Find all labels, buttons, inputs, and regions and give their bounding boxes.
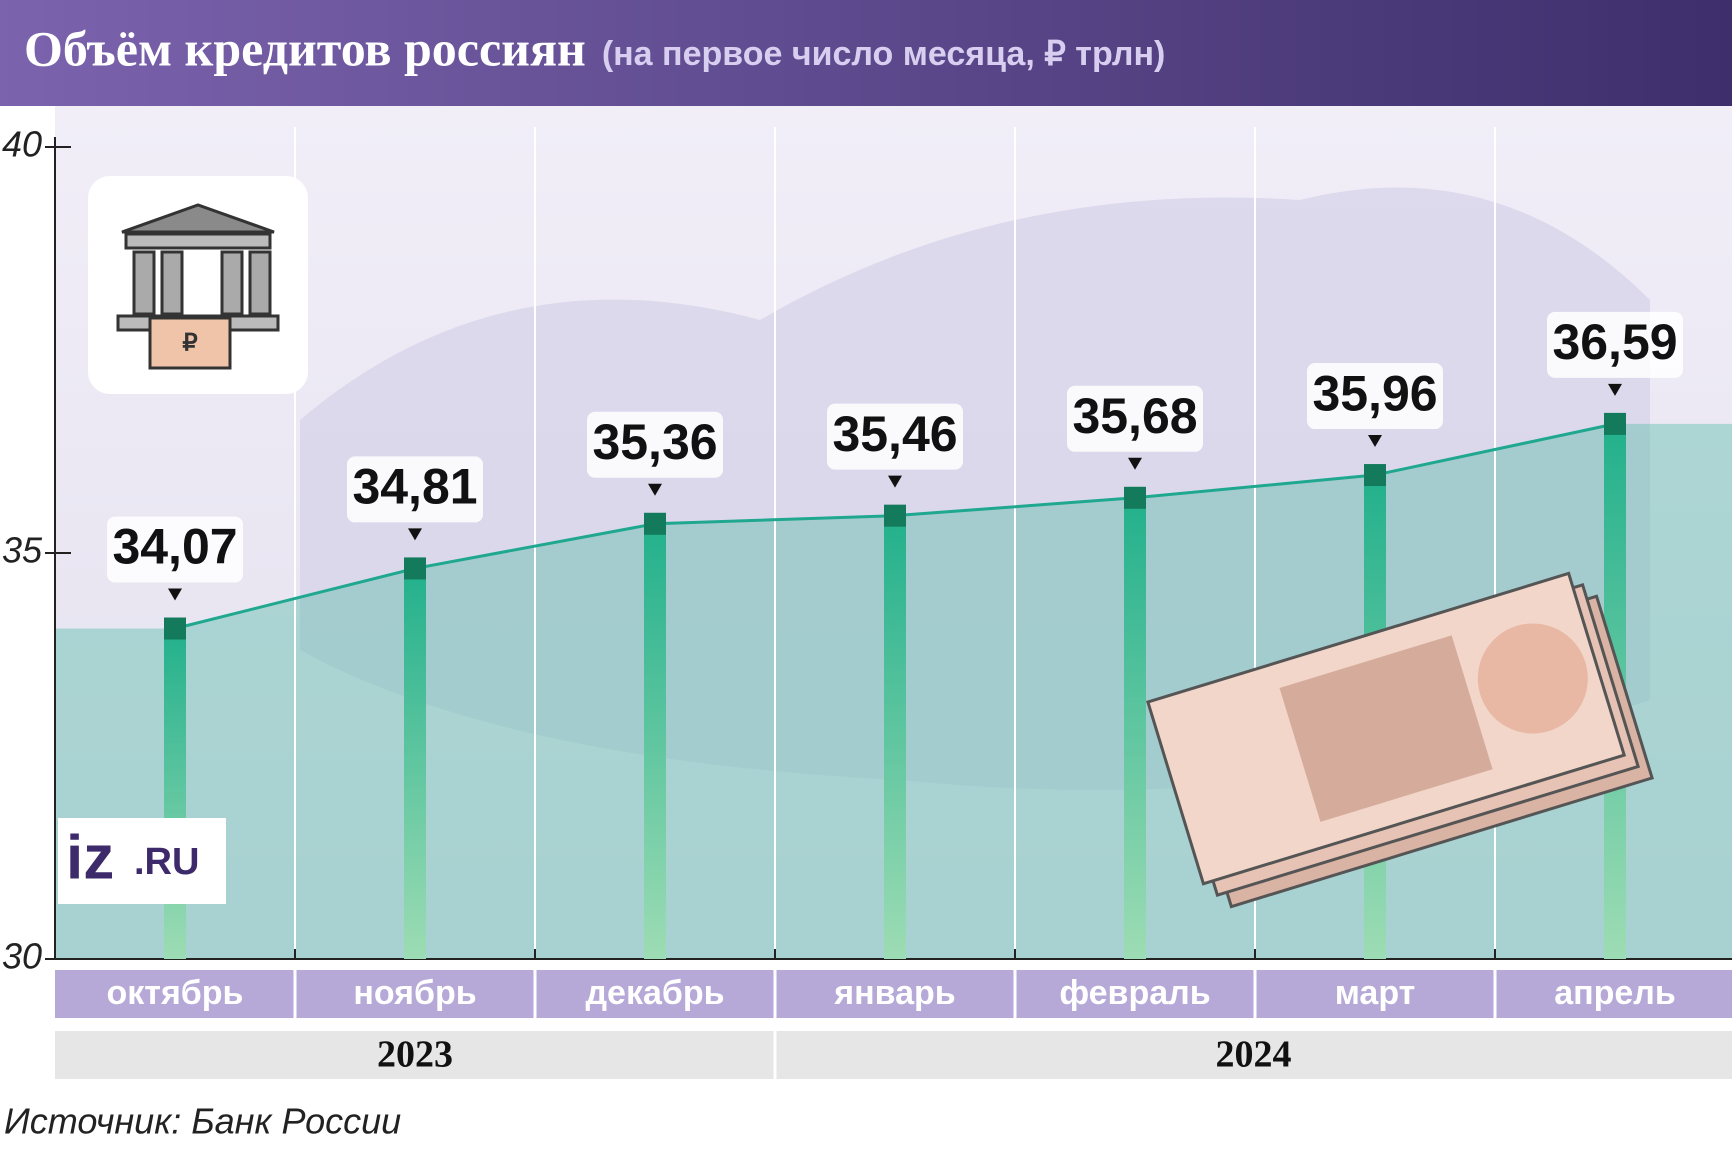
- logo-text: .RU: [134, 841, 199, 883]
- bar: [164, 629, 186, 959]
- marker: [404, 557, 426, 579]
- value-label: 34,07: [112, 519, 237, 575]
- bar: [404, 568, 426, 959]
- bar: [1124, 498, 1146, 959]
- y-tick-label: 40: [2, 124, 42, 165]
- x-tick-label: октябрь: [107, 974, 244, 1012]
- year-label: 2024: [1216, 1034, 1292, 1076]
- x-tick-label: февраль: [1059, 974, 1210, 1012]
- marker: [164, 618, 186, 640]
- y-tick-label: 35: [2, 530, 43, 571]
- svg-text:₽: ₽: [182, 329, 197, 356]
- value-label: 35,46: [832, 406, 957, 462]
- x-tick-label: декабрь: [585, 974, 724, 1012]
- y-tick-label: 30: [2, 936, 42, 977]
- logo-text: iz: [66, 823, 114, 892]
- x-tick-label: март: [1335, 974, 1416, 1012]
- x-tick-label: апрель: [1554, 974, 1676, 1012]
- value-label: 35,96: [1312, 365, 1437, 421]
- bar: [884, 516, 906, 959]
- bar: [644, 524, 666, 959]
- marker: [644, 513, 666, 535]
- value-label: 34,81: [352, 459, 477, 515]
- bank-icon: ₽: [88, 176, 308, 394]
- marker: [1124, 487, 1146, 509]
- marker: [884, 505, 906, 527]
- value-label: 36,59: [1552, 314, 1677, 370]
- chart-subtitle: (на первое число месяца, ₽ трлн): [602, 35, 1166, 73]
- chart-title: Объём кредитов россиян: [24, 20, 586, 76]
- value-label: 35,36: [592, 414, 717, 470]
- value-label: 35,68: [1072, 388, 1197, 444]
- x-tick-label: ноябрь: [353, 974, 476, 1012]
- x-tick-label: январь: [833, 974, 955, 1012]
- source: Источник: Банк России: [4, 1101, 401, 1142]
- year-label: 2023: [377, 1034, 453, 1076]
- marker: [1604, 413, 1626, 435]
- logo: iz .RU: [58, 818, 226, 904]
- marker: [1364, 464, 1386, 486]
